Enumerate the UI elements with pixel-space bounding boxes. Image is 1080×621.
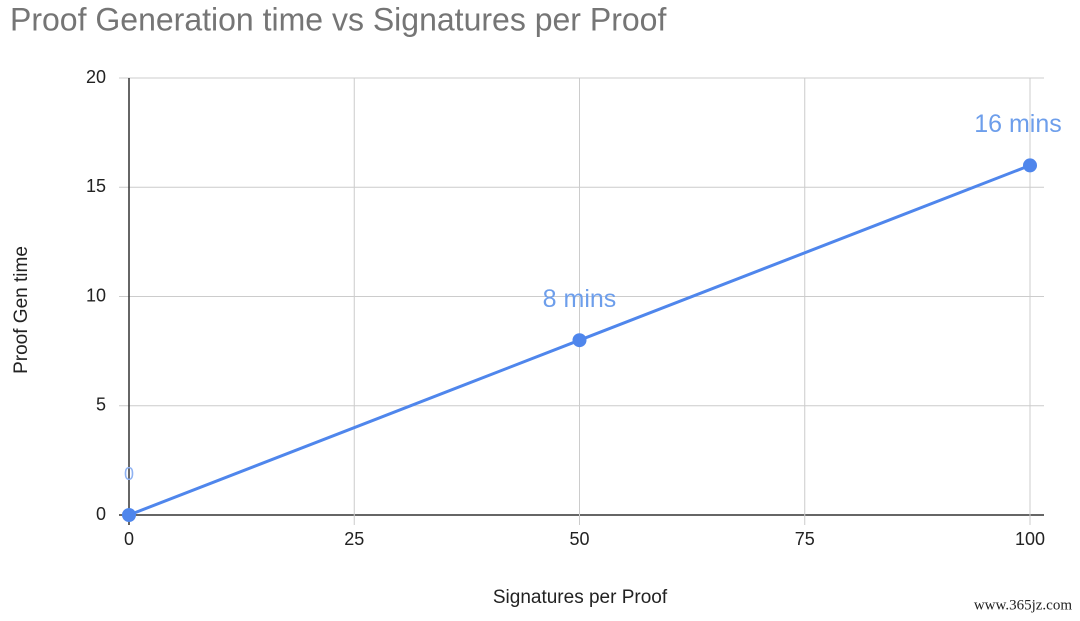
y-axis-label: Proof Gen time	[11, 246, 32, 374]
watermark: www.365jz.com	[974, 597, 1073, 613]
x-tick-label: 25	[344, 529, 364, 549]
point	[572, 333, 587, 348]
y-tick-label: 5	[96, 395, 106, 415]
data-label: 16 mins	[974, 110, 1062, 138]
x-tick-label: 75	[795, 529, 815, 549]
point	[122, 508, 136, 522]
y-tick-label: 10	[86, 285, 106, 305]
x-tick-label: 0	[124, 529, 134, 549]
x-axis-label: Signatures per Proof	[493, 587, 668, 608]
y-tick-label: 0	[96, 504, 106, 524]
x-tick-label: 50	[569, 529, 589, 549]
data-label: 8 mins	[543, 285, 617, 313]
data-label: 0	[124, 464, 134, 484]
x-tick-label: 100	[1015, 529, 1045, 549]
chart-title: Proof Generation time vs Signatures per …	[10, 1, 666, 37]
y-tick-label: 15	[86, 176, 106, 196]
point	[1023, 158, 1037, 173]
y-tick-label: 20	[86, 67, 106, 87]
